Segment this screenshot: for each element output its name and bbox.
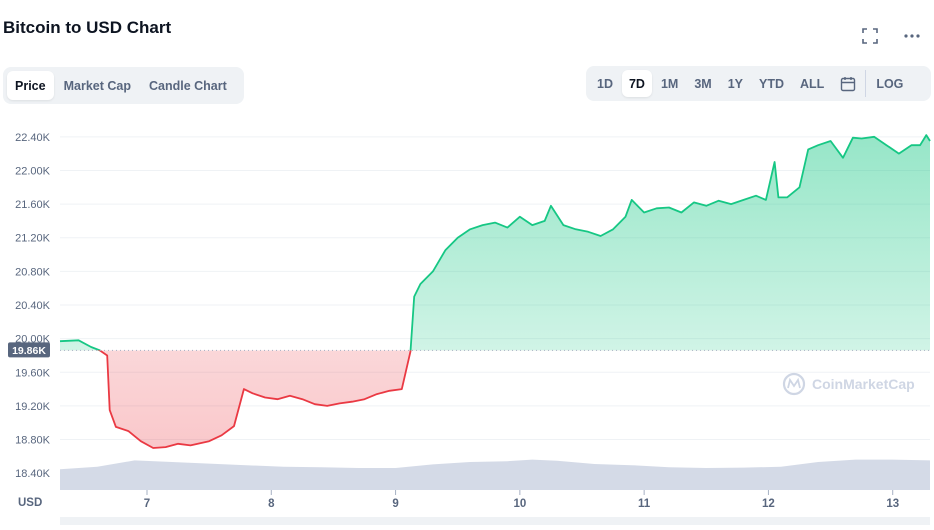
x-axis-ticks: 7 8 9 10 11 12 13 bbox=[144, 490, 899, 510]
y-tick-label: 22.00K bbox=[15, 165, 51, 177]
price-line-down bbox=[97, 350, 412, 449]
price-chart[interactable]: CoinMarketCap 19.86K 22.40K 22.00K 21.60K 2… bbox=[0, 110, 934, 525]
chart-title: Bitcoin to USD Chart bbox=[3, 18, 172, 37]
range-1m[interactable]: 1M bbox=[660, 76, 679, 91]
more-horizontal-icon[interactable] bbox=[902, 26, 922, 46]
price-line-up bbox=[59, 134, 931, 351]
log-toggle[interactable]: LOG bbox=[865, 70, 910, 97]
range-all[interactable]: ALL bbox=[800, 76, 825, 91]
range-1d[interactable]: 1D bbox=[597, 76, 613, 91]
coinmarketcap-watermark: CoinMarketCap bbox=[782, 372, 915, 396]
x-tick-label: 9 bbox=[392, 498, 398, 510]
tab-candle-chart[interactable]: Candle Chart bbox=[148, 78, 227, 93]
header-actions bbox=[860, 26, 922, 46]
y-tick-label: 19.20K bbox=[15, 401, 51, 413]
y-axis-ticks: 22.40K 22.00K 21.60K 21.20K 20.80K 20.40K 20.0… bbox=[15, 132, 51, 480]
x-tick-label: 13 bbox=[886, 498, 899, 510]
price-area-up bbox=[60, 135, 930, 351]
y-tick-label: 22.40K bbox=[15, 132, 51, 144]
range-slider-track[interactable] bbox=[60, 517, 930, 525]
x-tick-label: 7 bbox=[144, 498, 150, 510]
y-tick-label: 19.60K bbox=[15, 367, 51, 379]
view-tabs: Price Market Cap Candle Chart bbox=[3, 67, 244, 104]
x-tick-label: 10 bbox=[513, 498, 526, 510]
y-tick-label: 20.80K bbox=[15, 266, 51, 278]
y-tick-label: 20.40K bbox=[15, 300, 51, 312]
range-7d[interactable]: 7D bbox=[621, 70, 652, 97]
watermark-text: CoinMarketCap bbox=[812, 376, 915, 392]
x-tick-label: 11 bbox=[638, 498, 651, 510]
price-line bbox=[59, 134, 931, 449]
range-tabs: 1D 7D 1M 3M 1Y YTD ALL LOG bbox=[586, 66, 931, 101]
y-tick-label: 21.20K bbox=[15, 233, 51, 245]
y-tick-label: 21.60K bbox=[15, 199, 51, 211]
range-3m[interactable]: 3M bbox=[694, 76, 712, 91]
volume-area bbox=[60, 459, 930, 490]
y-tick-label: 20.00K bbox=[15, 334, 51, 346]
volume-shape bbox=[60, 459, 930, 490]
fullscreen-icon[interactable] bbox=[860, 26, 880, 46]
tab-market-cap[interactable]: Market Cap bbox=[63, 78, 131, 93]
y-tick-label: 18.80K bbox=[15, 435, 51, 447]
range-ytd[interactable]: YTD bbox=[759, 76, 785, 91]
price-area-down bbox=[99, 350, 411, 448]
reference-price-badge: 19.86K bbox=[8, 342, 50, 358]
tab-price[interactable]: Price bbox=[7, 71, 54, 100]
currency-label: USD bbox=[18, 497, 42, 509]
calendar-icon[interactable] bbox=[833, 70, 863, 97]
x-tick-label: 8 bbox=[268, 498, 275, 510]
y-tick-label: 18.40K bbox=[15, 468, 51, 480]
price-chart-svg[interactable]: CoinMarketCap 19.86K 22.40K22.00K21.60K2… bbox=[0, 110, 934, 525]
reference-price-label: 19.86K bbox=[12, 345, 46, 357]
x-tick-label: 12 bbox=[762, 498, 775, 510]
price-fill-area bbox=[60, 135, 930, 448]
range-1y[interactable]: 1Y bbox=[727, 76, 744, 91]
